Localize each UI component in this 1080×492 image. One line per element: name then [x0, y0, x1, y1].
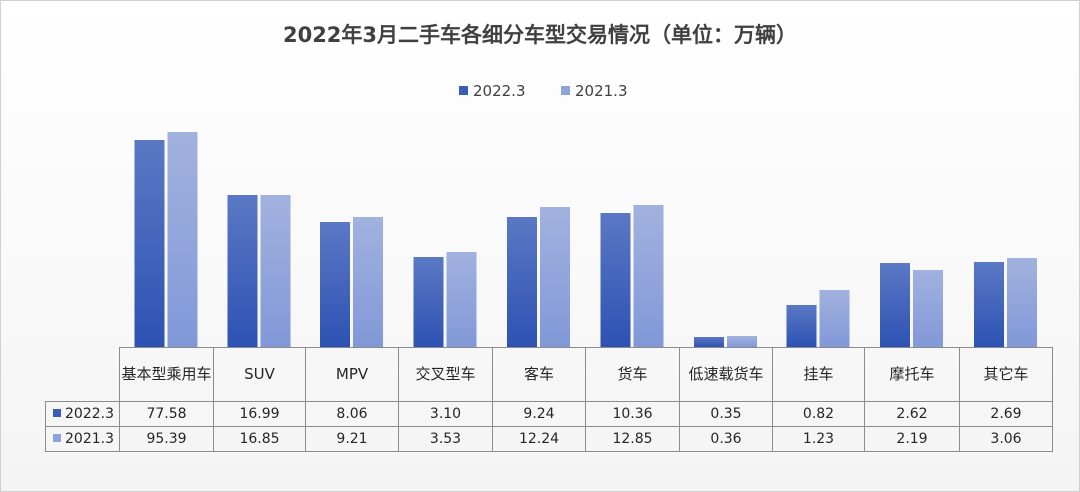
series-label-2022: 2022.3 — [45, 401, 120, 427]
legend: 2022.3 2021.3 — [0, 80, 1080, 102]
table-swatch-2021 — [53, 434, 61, 442]
data-label: 16.99 — [213, 401, 306, 427]
bar-2021-9 — [1007, 258, 1037, 347]
bar-2022-9 — [974, 262, 1004, 347]
data-label: 16.85 — [213, 426, 306, 452]
series-name: 2021.3 — [65, 431, 114, 447]
legend-item-2021: 2021.3 — [561, 80, 628, 102]
data-table: 基本型乘用车 SUV MPV 交叉型车 客车 货车 低速载货车 挂车 摩托车 其… — [45, 347, 1053, 452]
bar-2021-3 — [446, 252, 477, 347]
category-label: SUV — [213, 347, 306, 402]
category-label: 摩托车 — [864, 347, 960, 402]
category-label: 货车 — [585, 347, 680, 402]
category-label: 低速载货车 — [679, 347, 773, 402]
data-label: 8.06 — [305, 401, 399, 427]
bar-2021-1 — [260, 195, 291, 347]
bar-2021-8 — [913, 270, 943, 347]
bar-2021-2 — [353, 217, 383, 347]
series-name: 2022.3 — [65, 406, 114, 422]
bar-2021-7 — [819, 290, 850, 347]
category-label: 其它车 — [959, 347, 1053, 402]
category-label: 客车 — [492, 347, 586, 402]
bar-2022-6 — [694, 337, 724, 347]
data-label: 9.24 — [492, 401, 586, 427]
bar-2022-1 — [227, 195, 258, 347]
data-label: 12.24 — [492, 426, 586, 452]
bar-2022-3 — [413, 257, 444, 347]
bar-2022-5 — [600, 213, 631, 347]
bar-2022-7 — [786, 305, 817, 347]
table-row-2021: 2021.3 95.39 16.85 9.21 3.53 12.24 12.85… — [45, 426, 1053, 452]
legend-swatch-2022 — [459, 86, 468, 95]
bar-2022-4 — [507, 217, 537, 347]
data-label: 9.21 — [305, 426, 399, 452]
table-swatch-2022 — [53, 409, 61, 417]
data-label: 95.39 — [119, 426, 214, 452]
data-label: 0.35 — [679, 401, 773, 427]
bar-2022-2 — [320, 222, 350, 347]
category-label: 交叉型车 — [398, 347, 493, 402]
bar-2021-4 — [540, 207, 570, 347]
table-header-row: 基本型乘用车 SUV MPV 交叉型车 客车 货车 低速载货车 挂车 摩托车 其… — [45, 347, 1053, 402]
data-label: 12.85 — [585, 426, 680, 452]
data-label: 1.23 — [772, 426, 865, 452]
data-label: 0.36 — [679, 426, 773, 452]
bar-2022-8 — [880, 263, 910, 347]
legend-label-2021: 2021.3 — [575, 82, 628, 100]
data-label: 2.62 — [864, 401, 960, 427]
data-label: 0.82 — [772, 401, 865, 427]
bar-2022-0 — [134, 140, 165, 347]
bars-group — [134, 132, 1037, 347]
series-label-2021: 2021.3 — [45, 426, 120, 452]
chart-title: 2022年3月二手车各细分车型交易情况（单位：万辆） — [282, 23, 798, 47]
legend-swatch-2021 — [561, 86, 570, 95]
legend-item-2022: 2022.3 — [459, 80, 526, 102]
chart-plot — [134, 132, 1037, 347]
data-label: 2.19 — [864, 426, 960, 452]
data-label: 77.58 — [119, 401, 214, 427]
data-label: 3.53 — [398, 426, 493, 452]
bar-2021-6 — [727, 336, 757, 347]
table-corner — [45, 347, 120, 402]
data-label: 3.06 — [959, 426, 1053, 452]
legend-label-2022: 2022.3 — [473, 82, 526, 100]
data-label: 3.10 — [398, 401, 493, 427]
category-label: 挂车 — [772, 347, 865, 402]
table-row-2022: 2022.3 77.58 16.99 8.06 3.10 9.24 10.36 … — [45, 401, 1053, 427]
data-label: 10.36 — [585, 401, 680, 427]
data-label: 2.69 — [959, 401, 1053, 427]
bar-2021-5 — [633, 205, 664, 347]
category-label: 基本型乘用车 — [119, 347, 214, 402]
bar-2021-0 — [167, 132, 198, 347]
category-label: MPV — [305, 347, 399, 402]
